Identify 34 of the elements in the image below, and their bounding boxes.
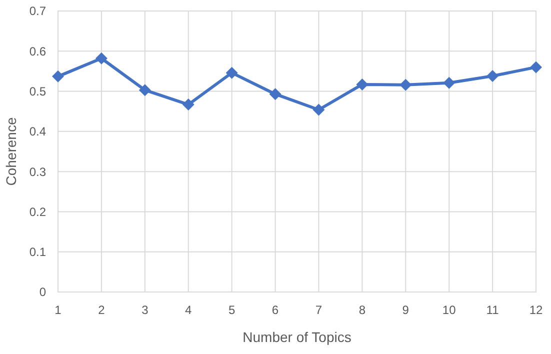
y-tick-label: 0.1 xyxy=(29,245,46,260)
point xyxy=(443,76,456,89)
point xyxy=(52,70,64,82)
point xyxy=(182,98,194,111)
y-axis-title: Coherence xyxy=(3,117,19,186)
y-tick-label: 0 xyxy=(39,285,46,300)
x-tick-label: 3 xyxy=(142,303,149,317)
y-tick-label: 0.3 xyxy=(29,164,46,179)
x-tick-label: 7 xyxy=(315,303,322,317)
y-tick-label: 0.5 xyxy=(29,84,46,98)
point xyxy=(138,84,151,96)
x-tick-label: 2 xyxy=(98,303,106,317)
x-axis-title: Number of Topics xyxy=(242,329,352,345)
point xyxy=(312,104,325,116)
y-tick-label: 0.4 xyxy=(29,124,46,139)
x-tick-label: 1 xyxy=(54,303,62,317)
x-tick-label: 8 xyxy=(358,303,366,317)
x-tick-label: 12 xyxy=(529,303,543,317)
point xyxy=(400,78,412,91)
x-tick-label: 10 xyxy=(442,303,456,317)
x-tick-label: 11 xyxy=(486,303,500,317)
point xyxy=(269,88,282,100)
x-tick-label: 6 xyxy=(272,303,279,317)
y-tick-label: 0.6 xyxy=(29,44,46,58)
point xyxy=(226,66,238,79)
point xyxy=(530,61,542,74)
x-tick-label: 4 xyxy=(185,303,192,317)
y-tick-label: 0.7 xyxy=(29,4,46,18)
x-tick-label: 5 xyxy=(228,303,236,317)
point xyxy=(356,78,368,90)
x-tick-label: 9 xyxy=(402,303,410,317)
point xyxy=(95,52,108,64)
point xyxy=(486,70,499,82)
y-tick-label: 0.2 xyxy=(29,204,46,219)
